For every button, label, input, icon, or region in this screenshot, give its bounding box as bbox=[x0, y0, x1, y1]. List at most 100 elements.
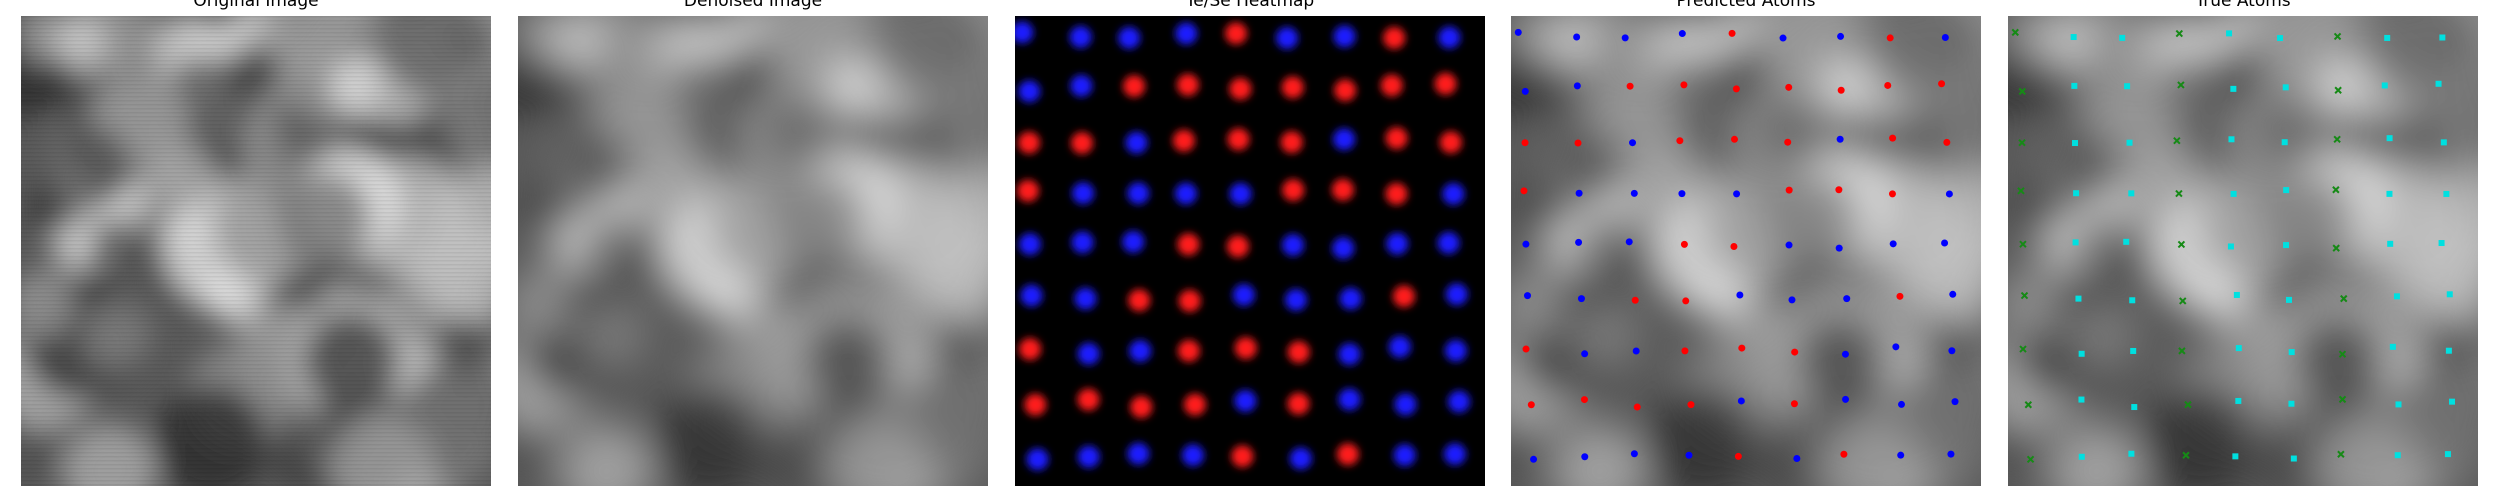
heat-spot bbox=[1287, 392, 1310, 415]
scan-line bbox=[21, 212, 491, 214]
atom-x bbox=[2177, 81, 2185, 89]
scan-line bbox=[21, 352, 491, 354]
atom-dot bbox=[1574, 139, 1582, 147]
atom-dot bbox=[1575, 238, 1583, 246]
heat-spot bbox=[1280, 131, 1303, 154]
atom-dot bbox=[1941, 239, 1949, 247]
scan-line bbox=[21, 36, 491, 38]
heat-spot bbox=[1127, 182, 1150, 205]
atom-x bbox=[2182, 451, 2190, 459]
heat-spot bbox=[1333, 25, 1356, 48]
blob bbox=[1541, 220, 1592, 272]
panel-title: Te/Se Heatmap bbox=[1185, 0, 1314, 11]
atom-square bbox=[2075, 295, 2082, 302]
atom-square bbox=[2123, 238, 2130, 245]
scan-line bbox=[21, 320, 491, 322]
scan-line bbox=[21, 76, 491, 78]
scan-line bbox=[21, 256, 491, 258]
atom-dot bbox=[1892, 343, 1900, 351]
panel-title: Original Image bbox=[193, 0, 318, 11]
scan-line bbox=[21, 208, 491, 210]
atom-dot bbox=[1889, 134, 1897, 142]
atom-dot bbox=[1837, 32, 1845, 40]
atom-dot bbox=[1841, 350, 1849, 358]
scan-line bbox=[21, 296, 491, 298]
atom-x bbox=[2018, 138, 2026, 147]
atom-square bbox=[2230, 190, 2237, 197]
blob bbox=[437, 61, 491, 164]
heat-spot bbox=[1383, 26, 1406, 49]
heat-spot bbox=[1177, 233, 1200, 256]
scan-line bbox=[21, 448, 491, 450]
scan-line bbox=[21, 72, 491, 74]
atom-square bbox=[2282, 84, 2289, 91]
blob bbox=[43, 123, 132, 213]
atom-dot bbox=[1843, 295, 1851, 303]
blob bbox=[2316, 414, 2424, 486]
heat-spot bbox=[1071, 231, 1094, 254]
blob bbox=[329, 414, 437, 486]
heat-spot bbox=[1284, 288, 1307, 311]
atom-dot bbox=[1945, 190, 1953, 198]
scan-line bbox=[21, 200, 491, 202]
scan-line bbox=[21, 140, 491, 142]
atom-square bbox=[2230, 85, 2237, 92]
heat-spot bbox=[1178, 289, 1201, 312]
atom-dot bbox=[1621, 34, 1629, 42]
scan-line bbox=[21, 332, 491, 334]
scan-line bbox=[21, 260, 491, 262]
blob bbox=[1643, 385, 1757, 486]
atom-square bbox=[2290, 455, 2297, 462]
scan-line bbox=[21, 100, 491, 102]
scan-line bbox=[21, 164, 491, 166]
heat-spot bbox=[1127, 442, 1150, 465]
scan-line bbox=[21, 196, 491, 198]
scan-line bbox=[21, 92, 491, 94]
scan-line bbox=[21, 456, 491, 458]
heat-spot bbox=[1231, 445, 1254, 468]
atom-dot bbox=[1521, 87, 1529, 95]
panel-title: Denoised Image bbox=[684, 0, 822, 11]
image-blobs bbox=[2008, 16, 2478, 486]
atom-x bbox=[2184, 400, 2192, 409]
blob bbox=[650, 385, 764, 486]
blob bbox=[558, 423, 655, 486]
scan-line bbox=[21, 288, 491, 290]
scan-line bbox=[21, 40, 491, 42]
heat-spot bbox=[1281, 76, 1304, 99]
image-blobs bbox=[1511, 16, 1981, 486]
heat-spot bbox=[1338, 388, 1361, 411]
atom-dot bbox=[1523, 292, 1531, 300]
blob bbox=[2048, 423, 2145, 486]
blob bbox=[1551, 423, 1648, 486]
heat-spot bbox=[1026, 448, 1049, 471]
atom-dot bbox=[1527, 401, 1535, 409]
scan-line bbox=[21, 148, 491, 150]
scan-line bbox=[21, 180, 491, 182]
atom-dot bbox=[1790, 400, 1798, 408]
atom-square bbox=[2387, 240, 2394, 247]
atom-dot bbox=[1581, 453, 1589, 461]
atom-dot bbox=[1886, 34, 1894, 42]
scan-line bbox=[21, 232, 491, 234]
atom-square bbox=[2235, 345, 2242, 352]
atom-square bbox=[2226, 30, 2233, 37]
atom-dot bbox=[1577, 295, 1585, 303]
heat-spot bbox=[1122, 230, 1145, 253]
heat-spot bbox=[1229, 182, 1252, 205]
scan-line bbox=[21, 292, 491, 294]
blob bbox=[1533, 123, 1622, 213]
heat-spot bbox=[1234, 337, 1257, 360]
heat-spot bbox=[1332, 237, 1355, 260]
scan-line bbox=[21, 324, 491, 326]
atom-dot bbox=[1897, 451, 1905, 459]
scan-line bbox=[21, 372, 491, 374]
scan-line bbox=[21, 344, 491, 346]
atom-dot bbox=[1835, 186, 1843, 194]
scan-line bbox=[21, 24, 491, 26]
scan-line bbox=[21, 328, 491, 330]
blob bbox=[81, 298, 151, 368]
scan-line bbox=[21, 132, 491, 134]
blob bbox=[2424, 61, 2478, 164]
scan-line bbox=[21, 188, 491, 190]
